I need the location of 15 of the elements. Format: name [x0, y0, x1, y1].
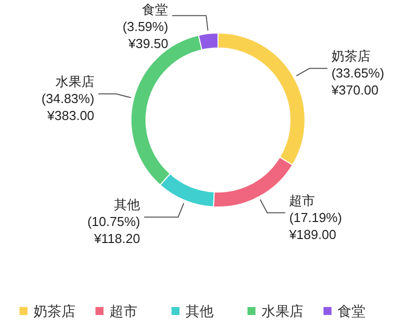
data-label: (33.65%) ¥370.00 — [330, 65, 384, 98]
legend-label: 奶茶店 — [34, 303, 76, 319]
legend-label: 超市 — [110, 303, 138, 319]
legend-label: 水果店 — [262, 303, 304, 319]
legend-label: 其他 — [186, 303, 214, 319]
data-label: (34.83%) ¥383.00 — [42, 90, 94, 123]
slice-label: 奶茶店 — [331, 48, 370, 64]
legend-label: 食堂 — [338, 303, 366, 319]
slice-label: 超市 — [289, 192, 316, 208]
slice-label: 食堂 — [142, 2, 168, 17]
data-label: (3.59%) ¥39.50 — [122, 19, 168, 51]
slice-label: 水果店 — [55, 74, 94, 89]
data-label: (17.19%) ¥189.00 — [288, 210, 342, 242]
data-label: (10.75%) ¥118.20 — [87, 214, 140, 246]
slice-label: 其他 — [114, 197, 140, 212]
